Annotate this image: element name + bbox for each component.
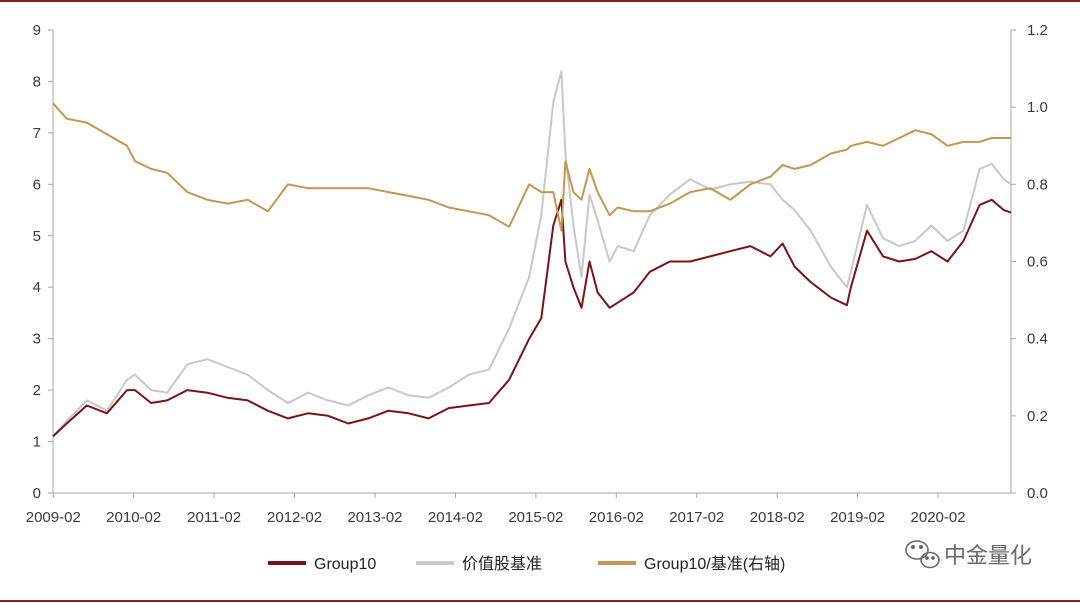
legend: Group10 价值股基准 Group10/基准(右轴) [268,555,785,573]
series-line-group10 [52,198,1012,438]
x-tick-label: 2015-02 [508,509,563,526]
x-tick-label: 2018-02 [750,509,805,526]
x-tick-label: 2009-02 [26,509,81,526]
left-y-ticks: 0 1 2 3 4 5 6 7 8 9 [33,22,53,502]
right-tick-label: 1.2 [1027,22,1048,39]
left-tick-label: 9 [33,22,41,39]
watermark-text: 中金量化 [944,544,1032,569]
x-tick-label: 2014-02 [428,509,483,526]
series-line-ratio [52,102,1011,232]
left-tick-label: 7 [33,125,41,142]
legend-label-ratio: Group10/基准(右轴) [644,555,785,573]
series-line-benchmark [52,70,1012,438]
x-tick-label: 2017-02 [669,509,724,526]
right-tick-label: 0.2 [1027,408,1048,425]
right-tick-label: 1.0 [1027,99,1048,116]
right-tick-label: 0.8 [1027,176,1048,193]
left-tick-label: 5 [33,228,41,245]
left-tick-label: 6 [33,176,41,193]
left-tick-label: 3 [33,331,41,348]
right-tick-label: 0.6 [1027,254,1048,271]
right-tick-label: 0.4 [1027,331,1048,348]
left-tick-label: 1 [33,434,41,451]
right-y-ticks: 0.0 0.2 0.4 0.6 0.8 1.0 1.2 [1011,22,1048,502]
x-tick-label: 2019-02 [830,509,885,526]
x-tick-label: 2016-02 [589,509,644,526]
left-tick-label: 4 [33,279,41,296]
right-tick-label: 0.0 [1027,485,1048,502]
watermark: 中金量化 [905,540,1032,569]
series-layer [52,70,1012,438]
x-ticks: 2009-02 2010-02 2011-02 2012-02 2013-02 2014-… [26,493,966,526]
wechat-icon [905,540,940,569]
x-tick-label: 2013-02 [347,509,402,526]
x-tick-label: 2011-02 [187,509,241,526]
legend-label-benchmark: 价值股基准 [462,555,542,573]
x-tick-label: 2012-02 [267,509,322,526]
x-tick-label: 2010-02 [106,509,161,526]
x-tick-label: 2020-02 [911,509,966,526]
left-tick-label: 0 [33,485,41,502]
left-tick-label: 2 [33,382,41,399]
legend-label-group10: Group10 [314,556,376,573]
left-tick-label: 8 [33,73,41,90]
